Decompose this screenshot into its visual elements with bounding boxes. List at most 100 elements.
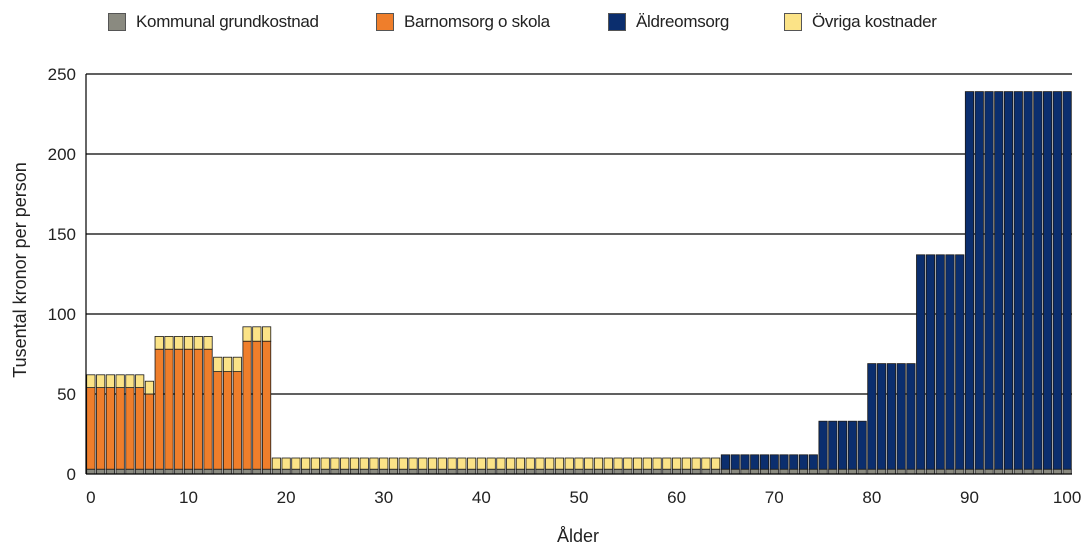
bar-kommunal-grundkostnad-age-63 <box>701 468 711 475</box>
bar-kommunal-grundkostnad-age-19 <box>271 468 281 475</box>
bar-aldreomsorg-age-82 <box>886 363 896 470</box>
bar-ovriga-kostnader-age-0 <box>86 374 96 388</box>
x-tick-label: 0 <box>86 488 95 507</box>
bar-kommunal-grundkostnad-age-50 <box>574 468 584 475</box>
bar-aldreomsorg-age-90 <box>964 91 975 470</box>
y-tick-labels: 0 50 100 150 200 250 <box>48 65 76 484</box>
bar-ovriga-kostnader-age-54 <box>613 457 623 470</box>
bar-aldreomsorg-age-94 <box>1003 91 1014 470</box>
bar-kommunal-grundkostnad-age-51 <box>584 468 594 475</box>
bar-kommunal-grundkostnad-age-57 <box>642 468 652 475</box>
y-tick-label: 200 <box>48 145 76 164</box>
bar-aldreomsorg-age-71 <box>779 454 789 470</box>
bar-aldreomsorg-age-93 <box>994 91 1004 470</box>
bar-kommunal-grundkostnad-age-6 <box>144 468 155 475</box>
bar-ovriga-kostnader-age-48 <box>554 457 565 470</box>
bar-kommunal-grundkostnad-age-11 <box>193 468 203 475</box>
bar-barnomsorg-o-skola-age-15 <box>232 371 242 470</box>
bar-kommunal-grundkostnad-age-20 <box>281 468 291 475</box>
bar-ovriga-kostnader-age-23 <box>310 457 320 470</box>
bar-kommunal-grundkostnad-age-80 <box>867 468 877 475</box>
bar-ovriga-kostnader-age-56 <box>632 457 643 470</box>
bar-barnomsorg-o-skola-age-8 <box>164 348 174 470</box>
y-tick-label: 100 <box>48 305 76 324</box>
bar-kommunal-grundkostnad-age-56 <box>632 468 643 475</box>
bar-kommunal-grundkostnad-age-68 <box>750 468 760 475</box>
bar-kommunal-grundkostnad-age-98 <box>1043 468 1053 475</box>
bar-kommunal-grundkostnad-age-23 <box>310 468 320 475</box>
bar-kommunal-grundkostnad-age-12 <box>203 468 213 475</box>
bar-aldreomsorg-age-100 <box>1062 91 1072 470</box>
bar-ovriga-kostnader-age-4 <box>125 374 135 388</box>
bar-kommunal-grundkostnad-age-92 <box>984 468 994 475</box>
y-tick-label: 250 <box>48 65 76 84</box>
bar-ovriga-kostnader-age-41 <box>486 457 496 470</box>
bar-ovriga-kostnader-age-24 <box>320 457 330 470</box>
bar-ovriga-kostnader-age-14 <box>222 356 233 373</box>
bar-kommunal-grundkostnad-age-29 <box>369 468 379 475</box>
bar-kommunal-grundkostnad-age-25 <box>330 468 340 475</box>
bar-kommunal-grundkostnad-age-10 <box>183 468 194 475</box>
bar-kommunal-grundkostnad-age-62 <box>691 468 701 475</box>
bar-kommunal-grundkostnad-age-40 <box>476 468 486 475</box>
bar-barnomsorg-o-skola-age-5 <box>135 387 145 470</box>
bar-ovriga-kostnader-age-62 <box>691 457 701 470</box>
bar-aldreomsorg-age-67 <box>740 454 750 470</box>
bar-kommunal-grundkostnad-age-32 <box>398 468 408 475</box>
bar-ovriga-kostnader-age-29 <box>369 457 379 470</box>
bar-ovriga-kostnader-age-55 <box>623 457 633 470</box>
bar-ovriga-kostnader-age-60 <box>672 457 682 470</box>
bar-aldreomsorg-age-92 <box>984 91 994 470</box>
bar-aldreomsorg-age-72 <box>789 454 799 470</box>
x-tick-labels: 0 10 20 30 40 50 60 70 80 90 100 <box>86 488 1081 507</box>
x-tick-label: 80 <box>862 488 881 507</box>
bar-kommunal-grundkostnad-age-61 <box>681 468 691 475</box>
bar-kommunal-grundkostnad-age-77 <box>838 468 848 475</box>
bar-kommunal-grundkostnad-age-7 <box>154 468 164 475</box>
bar-barnomsorg-o-skola-age-17 <box>252 340 262 470</box>
bar-kommunal-grundkostnad-age-1 <box>96 468 106 475</box>
bar-kommunal-grundkostnad-age-75 <box>818 468 828 475</box>
legend-item-kommunal: Kommunal grundkostnad <box>108 12 319 32</box>
bar-kommunal-grundkostnad-age-99 <box>1052 468 1062 475</box>
bar-kommunal-grundkostnad-age-16 <box>242 468 252 475</box>
bar-ovriga-kostnader-age-58 <box>652 457 662 470</box>
bar-ovriga-kostnader-age-30 <box>379 457 389 470</box>
bar-kommunal-grundkostnad-age-31 <box>388 468 399 475</box>
y-tick-label: 0 <box>67 465 76 484</box>
bar-kommunal-grundkostnad-age-73 <box>798 468 809 475</box>
bar-ovriga-kostnader-age-18 <box>262 326 272 342</box>
bar-barnomsorg-o-skola-age-13 <box>213 371 223 470</box>
bar-kommunal-grundkostnad-age-17 <box>252 468 262 475</box>
bar-kommunal-grundkostnad-age-86 <box>925 468 936 475</box>
bar-ovriga-kostnader-age-31 <box>388 457 399 470</box>
bar-ovriga-kostnader-age-9 <box>174 335 184 350</box>
bar-aldreomsorg-age-70 <box>769 454 779 470</box>
legend-item-barnomsorg: Barnomsorg o skola <box>376 12 550 32</box>
bar-ovriga-kostnader-age-49 <box>564 457 574 470</box>
bar-aldreomsorg-age-78 <box>847 420 857 470</box>
bar-ovriga-kostnader-age-17 <box>252 326 262 342</box>
bar-kommunal-grundkostnad-age-37 <box>447 468 457 475</box>
bar-kommunal-grundkostnad-age-67 <box>740 468 750 475</box>
bar-kommunal-grundkostnad-age-9 <box>174 468 184 475</box>
bar-kommunal-grundkostnad-age-15 <box>232 468 242 475</box>
axes <box>85 74 1072 475</box>
bar-barnomsorg-o-skola-age-0 <box>86 387 96 470</box>
bar-kommunal-grundkostnad-age-45 <box>525 468 535 475</box>
bar-ovriga-kostnader-age-45 <box>525 457 535 470</box>
bar-kommunal-grundkostnad-age-35 <box>427 468 438 475</box>
bar-kommunal-grundkostnad-age-91 <box>974 468 984 475</box>
bar-kommunal-grundkostnad-age-53 <box>603 468 613 475</box>
bar-barnomsorg-o-skola-age-9 <box>174 348 184 470</box>
bar-barnomsorg-o-skola-age-16 <box>242 340 252 470</box>
bar-kommunal-grundkostnad-age-87 <box>935 468 945 475</box>
bars <box>86 91 1072 475</box>
bar-ovriga-kostnader-age-25 <box>330 457 340 470</box>
bar-ovriga-kostnader-age-16 <box>242 326 252 342</box>
bar-kommunal-grundkostnad-age-26 <box>340 468 350 475</box>
bar-barnomsorg-o-skola-age-14 <box>222 371 233 470</box>
bar-kommunal-grundkostnad-age-14 <box>222 468 233 475</box>
bar-ovriga-kostnader-age-7 <box>154 335 164 350</box>
